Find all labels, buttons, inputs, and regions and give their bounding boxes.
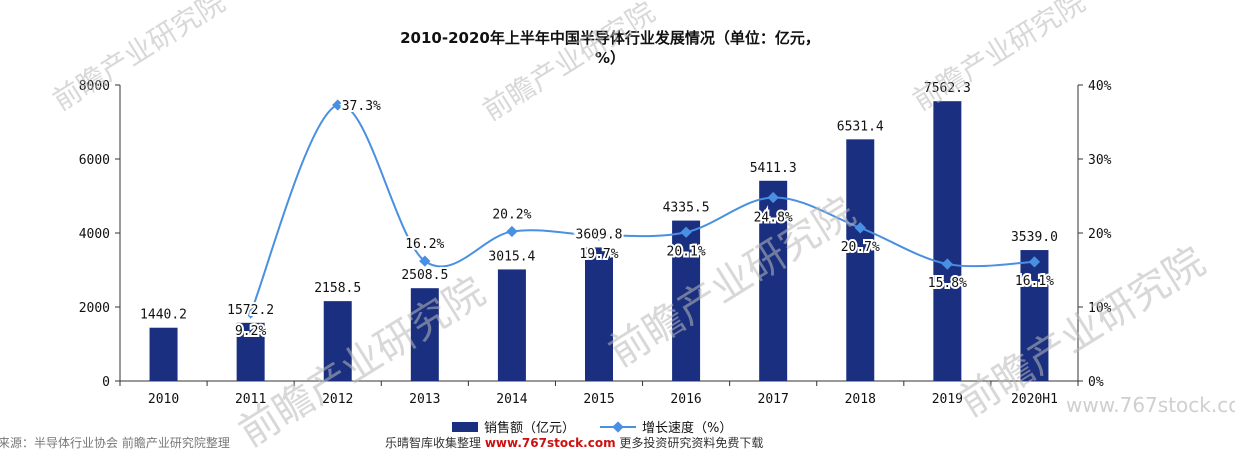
bar-value-label: 6531.4 (837, 119, 884, 134)
bar-value-label: 5411.3 (750, 161, 797, 176)
growth-point (854, 222, 866, 234)
right-tick-label: 30% (1088, 153, 1112, 168)
growth-value-label: 20.2% (492, 208, 531, 223)
growth-value-label: 16.1% (1015, 274, 1054, 289)
growth-line (249, 103, 1035, 314)
legend-bar-label: 销售额（亿元） (484, 420, 575, 436)
bar-value-label: 4335.5 (663, 201, 710, 216)
bar-value-label: 1440.2 (140, 308, 187, 323)
bar (323, 301, 352, 381)
growth-value-label: 24.8% (754, 210, 793, 225)
collect-prefix: 乐晴智库收集整理 (385, 436, 482, 450)
growth-point (419, 255, 431, 267)
growth-value-label: 37.3% (342, 99, 381, 114)
x-tick-label: 2012 (322, 392, 353, 407)
bar (497, 269, 526, 381)
growth-point (593, 229, 605, 241)
left-tick-label: 6000 (79, 153, 110, 168)
x-tick-label: 2018 (845, 392, 876, 407)
right-tick-label: 0% (1088, 375, 1104, 390)
x-tick-label: 2013 (409, 392, 440, 407)
bar (759, 180, 788, 381)
x-tick-label: 2010 (148, 392, 179, 407)
source-note: 来源：半导体行业协会 前瞻产业研究院整理 (0, 436, 230, 450)
bar (410, 288, 439, 381)
growth-value-label: 9.2% (235, 324, 266, 339)
growth-point (506, 225, 518, 238)
site-link[interactable]: www.767stock.com (484, 436, 616, 450)
x-tick-label: 2020H1 (1011, 392, 1058, 407)
x-tick-label: 2014 (496, 392, 527, 407)
bar-value-label: 3539.0 (1011, 230, 1058, 245)
left-tick-label: 8000 (79, 79, 110, 94)
bar (236, 322, 265, 381)
bar (585, 247, 613, 381)
bar-value-label: 7562.3 (924, 81, 971, 96)
legend-line-label: 增长速度（%） (642, 420, 732, 436)
growth-point (1028, 256, 1041, 268)
bar (149, 327, 178, 381)
bar (846, 139, 875, 381)
growth-value-label: 15.8% (928, 276, 967, 291)
bar-value-label: 2158.5 (314, 281, 361, 296)
chart-title-line1: 2010-2020年上半年中国半导体行业发展情况（单位：亿元， (400, 29, 820, 47)
left-tick-label: 0 (102, 375, 110, 390)
watermark-site-url: www.767stock.com (1066, 393, 1235, 417)
bar (933, 101, 962, 382)
growth-point (680, 226, 692, 238)
growth-value-label: 19.7% (579, 247, 618, 262)
growth-value-label: 20.1% (667, 244, 706, 259)
collect-note: 乐晴智库收集整理 www.767stock.com 更多投资研究资料免费下载 (385, 434, 763, 451)
collect-suffix: 更多投资研究资料免费下载 (619, 436, 764, 450)
x-tick-label: 2017 (758, 392, 789, 407)
growth-value-label: 16.2% (405, 237, 444, 252)
growth-point (941, 258, 954, 270)
x-tick-label: 2015 (583, 392, 614, 407)
bar-value-label: 1572.2 (227, 303, 274, 318)
chart-title-line2: %） (594, 49, 626, 67)
bar-value-label: 2508.5 (401, 268, 448, 283)
left-tick-label: 4000 (79, 227, 110, 242)
growth-value-label: 20.7% (841, 240, 880, 255)
right-tick-label: 20% (1088, 227, 1112, 242)
right-tick-label: 40% (1088, 79, 1112, 94)
x-tick-label: 2019 (932, 392, 963, 407)
bar-value-label: 3609.8 (576, 227, 623, 242)
legend-bar-swatch (452, 422, 478, 432)
growth-point (767, 191, 779, 204)
bar (672, 220, 701, 381)
left-tick-label: 2000 (79, 301, 110, 316)
x-tick-label: 2011 (235, 392, 266, 407)
bar (1020, 250, 1049, 381)
x-tick-label: 2016 (670, 392, 701, 407)
right-tick-label: 10% (1088, 301, 1112, 316)
legend-line-marker (612, 421, 624, 433)
growth-point (244, 307, 257, 319)
chart-title: 2010-2020年上半年中国半导体行业发展情况（单位：亿元， %） (280, 28, 940, 68)
bar-value-label: 3015.4 (488, 249, 535, 264)
